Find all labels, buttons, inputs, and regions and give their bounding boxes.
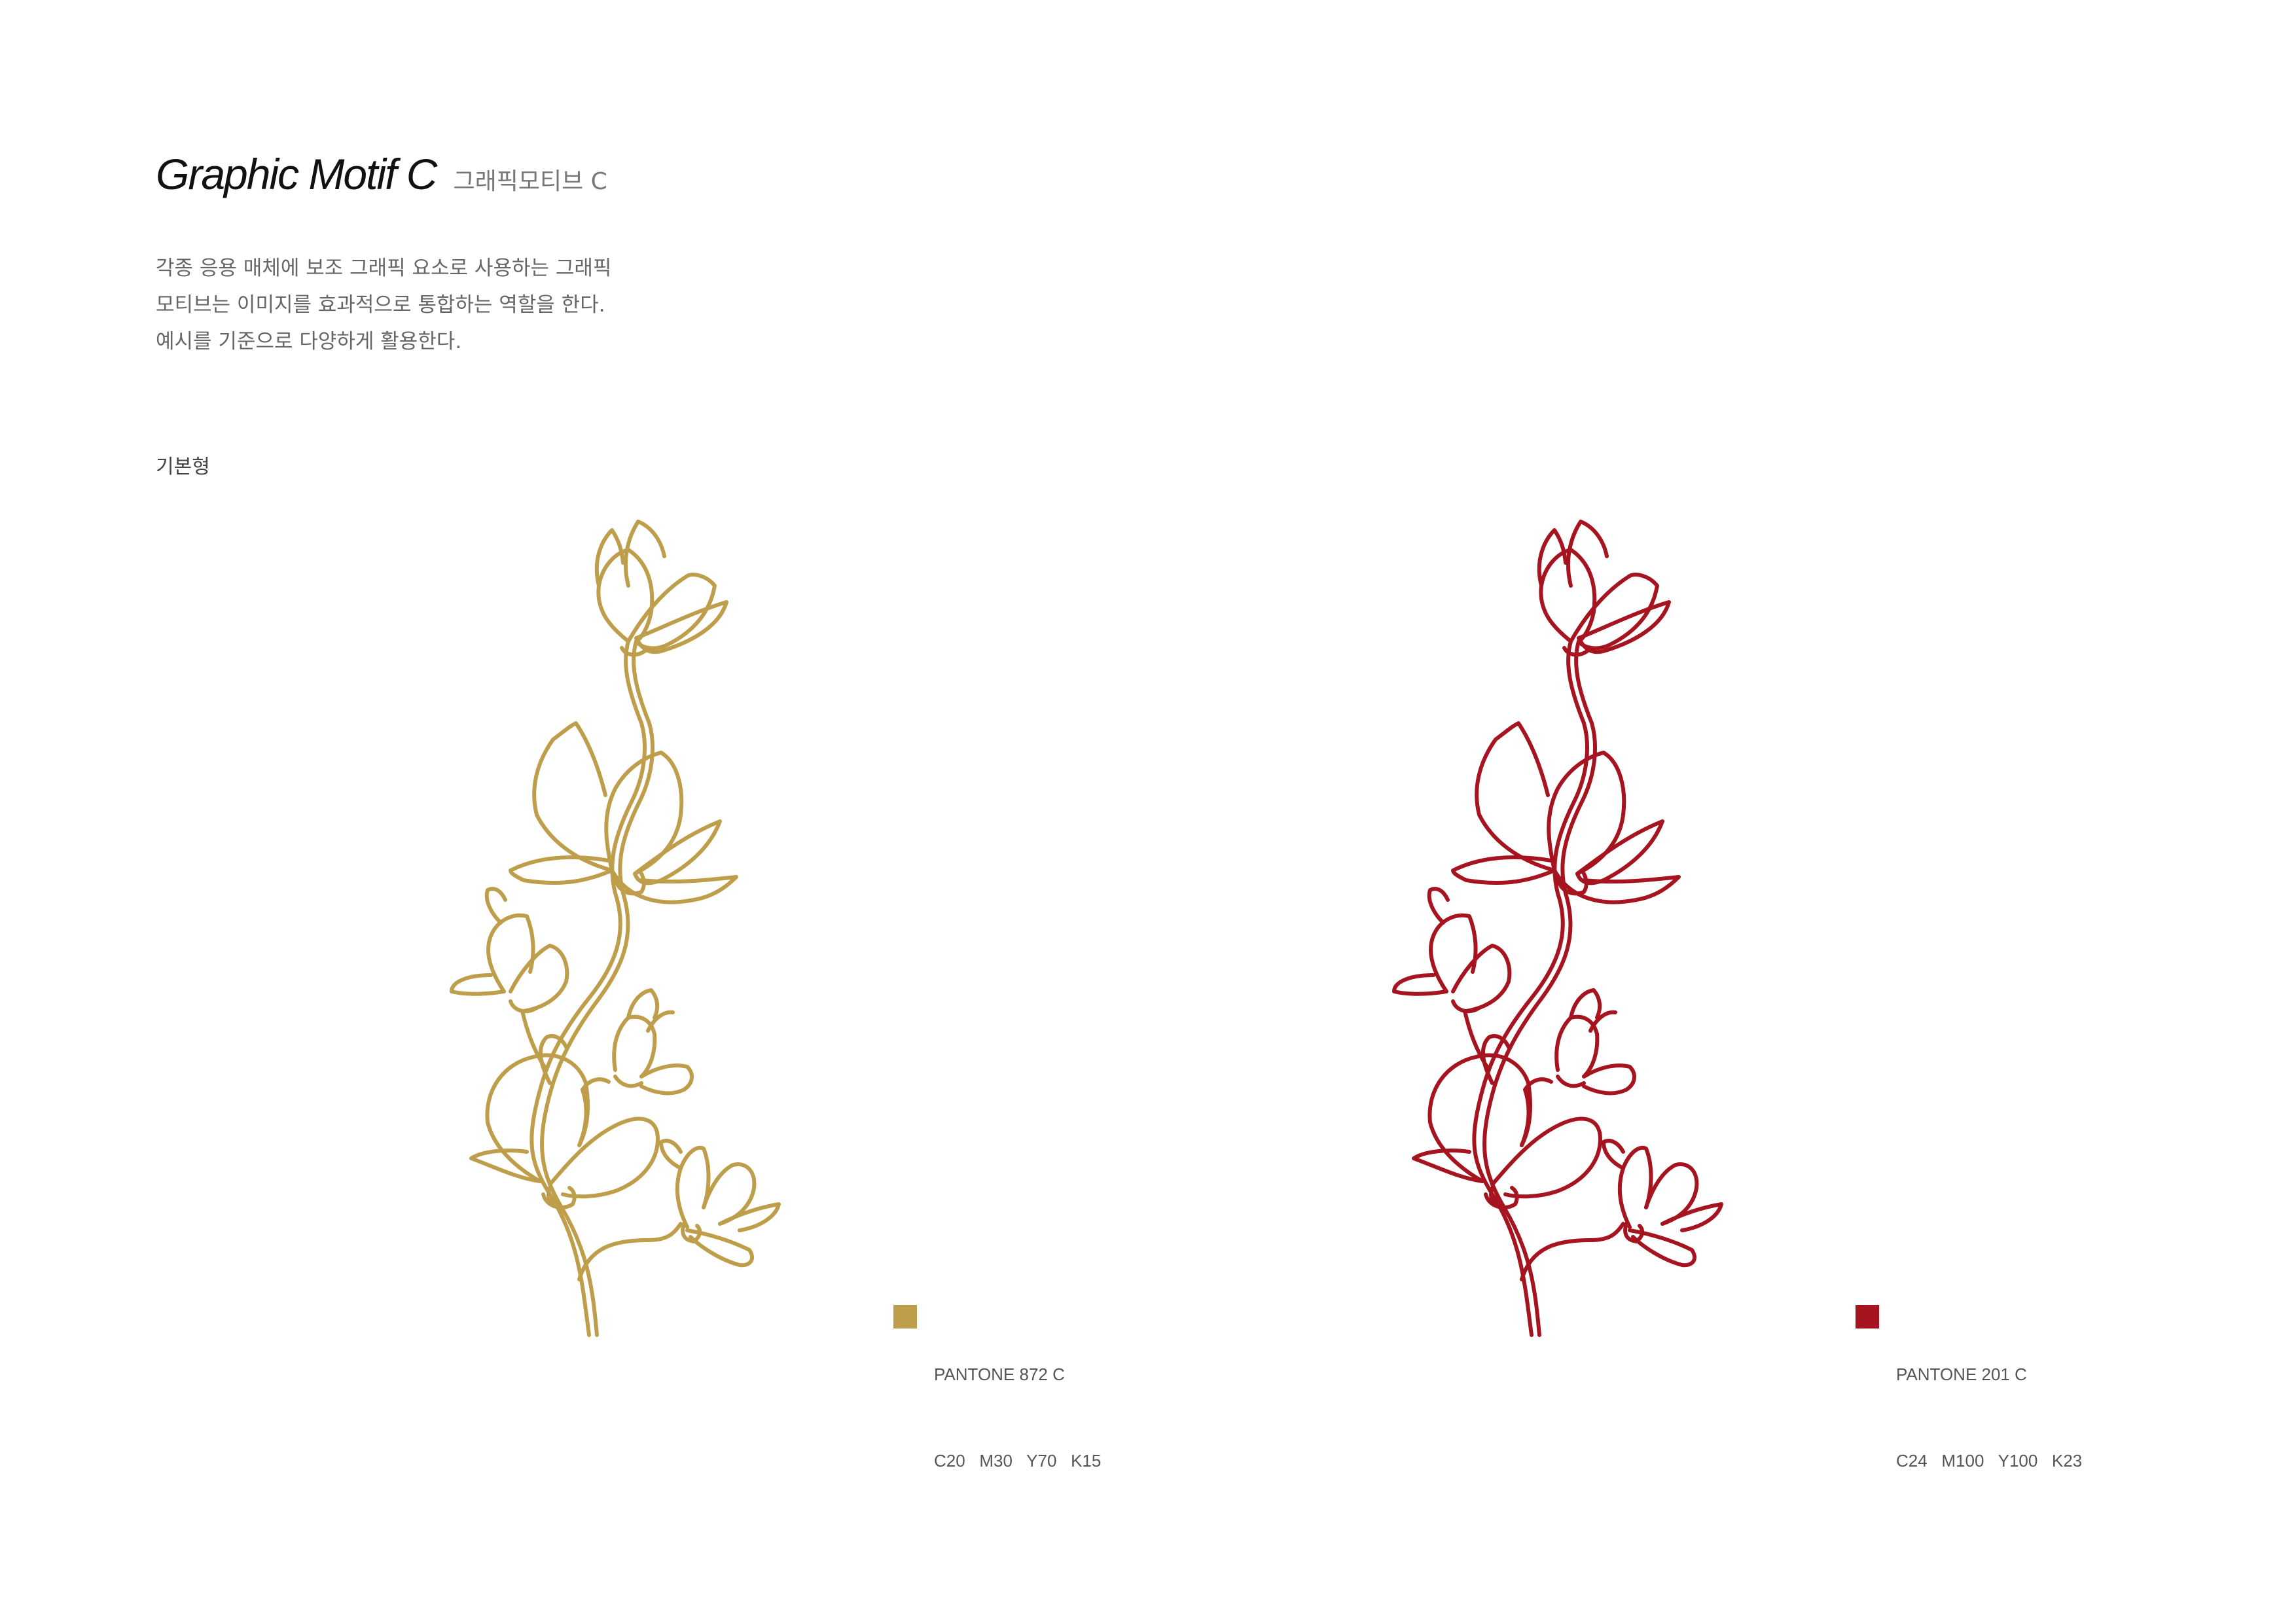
section-label: 기본형 [156,455,210,478]
magnolia-motif-gold [353,514,798,1351]
pantone-label: PANTONE 872 C [934,1364,1065,1384]
color-swatch-red: PANTONE 201 C C24 M100 Y100 K23 [1856,1302,2082,1533]
description-line: 예시를 기준으로 다양하게 활용한다. [156,330,462,353]
page-title: Graphic Motif C [156,150,437,198]
magnolia-branch-gold-icon [450,520,781,1337]
page-header: Graphic Motif C 그래픽모티브 C [156,149,607,199]
page-subtitle: 그래픽모티브 C [453,168,607,195]
swatch-chip [1856,1305,1879,1329]
description: 각종 응용 매체에 보조 그래픽 요소로 사용하는 그래픽 모티브는 이미지를 … [156,250,745,360]
magnolia-motif-red [1296,514,1741,1351]
description-line: 모티브는 이미지를 효과적으로 통합하는 역할을 한다. [156,293,605,317]
description-line: 각종 응용 매체에 보조 그래픽 요소로 사용하는 그래픽 [156,257,612,280]
magnolia-branch-red-icon [1392,520,1723,1337]
cmyk-label: C24 M100 Y100 K23 [1896,1451,2083,1471]
cmyk-label: C20 M30 Y70 K15 [934,1451,1102,1471]
swatch-chip [893,1305,917,1329]
pantone-label: PANTONE 201 C [1896,1364,2027,1384]
color-swatch-gold: PANTONE 872 C C20 M30 Y70 K15 [893,1302,1101,1533]
